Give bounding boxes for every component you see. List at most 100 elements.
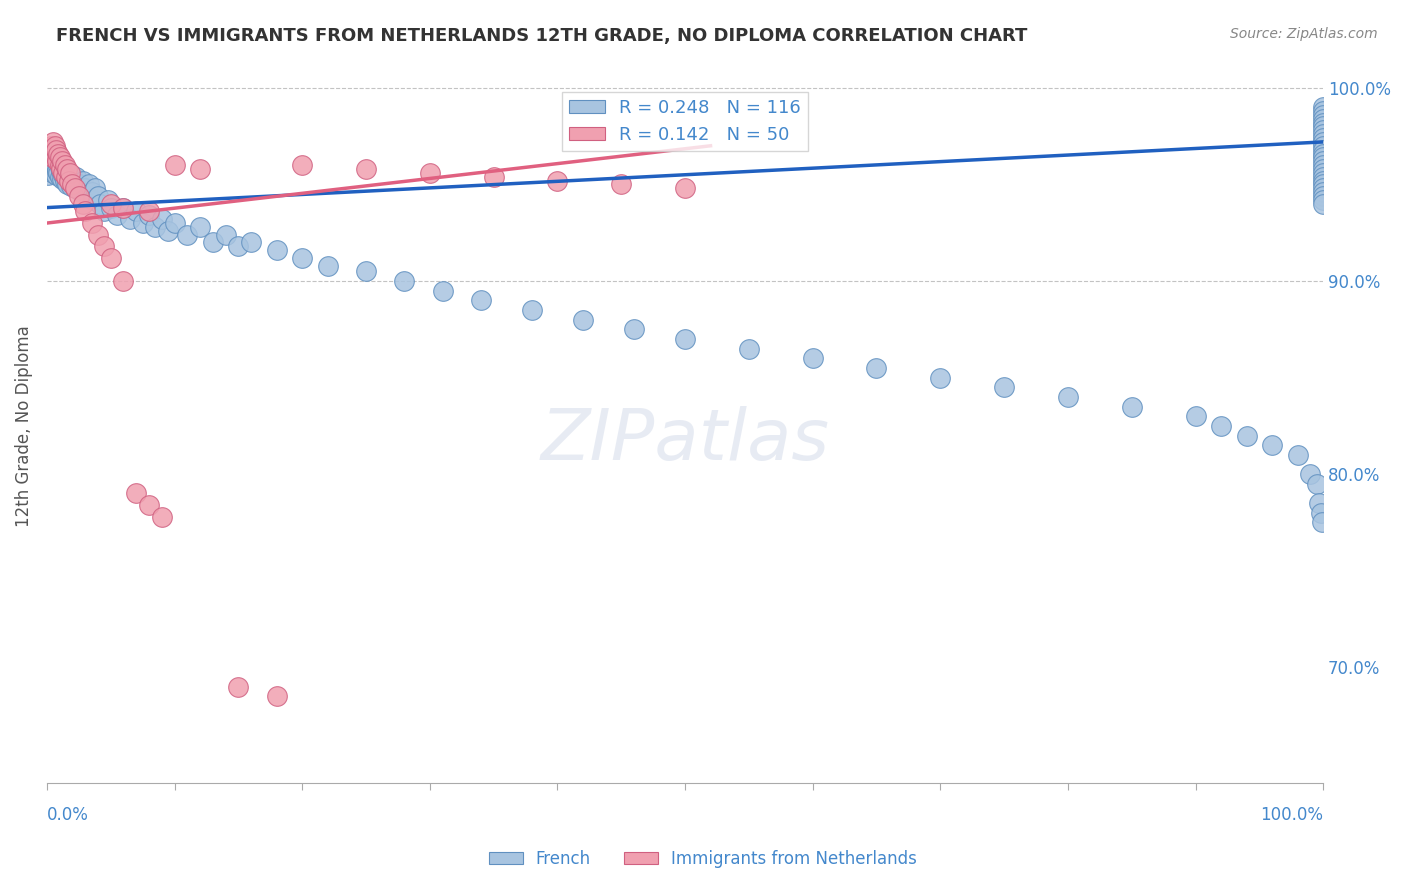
Point: [59, 166, 82, 180]
Point: [38, 143, 60, 157]
Point: [49, 164, 72, 178]
Point: [1312, 135, 1334, 149]
Point: [77, 178, 100, 192]
Point: [228, 239, 250, 253]
Point: [1312, 150, 1334, 164]
Point: [42, 135, 65, 149]
Point: [1310, 516, 1333, 530]
Point: [51, 171, 73, 186]
Y-axis label: 12th Grade, No Diploma: 12th Grade, No Diploma: [15, 325, 32, 527]
Point: [87, 227, 110, 242]
Point: [316, 259, 339, 273]
Point: [100, 201, 122, 215]
Point: [62, 176, 84, 190]
Point: [266, 243, 288, 257]
Point: [55, 169, 77, 184]
Point: [1236, 428, 1258, 442]
Point: [138, 208, 160, 222]
Point: [39, 161, 62, 176]
Point: [228, 680, 250, 694]
Point: [45, 143, 67, 157]
Point: [394, 274, 416, 288]
Point: [572, 312, 595, 326]
Point: [138, 204, 160, 219]
Point: [470, 293, 492, 308]
Point: [46, 153, 69, 167]
Text: FRENCH VS IMMIGRANTS FROM NETHERLANDS 12TH GRADE, NO DIPLOMA CORRELATION CHART: FRENCH VS IMMIGRANTS FROM NETHERLANDS 12…: [56, 27, 1028, 45]
Point: [131, 216, 153, 230]
Point: [60, 179, 83, 194]
Point: [929, 370, 952, 384]
Point: [150, 212, 173, 227]
Point: [44, 150, 66, 164]
Point: [1312, 173, 1334, 187]
Point: [354, 264, 377, 278]
Point: [37, 148, 59, 162]
Text: Source: ZipAtlas.com: Source: ZipAtlas.com: [1230, 27, 1378, 41]
Point: [45, 150, 67, 164]
Point: [51, 158, 73, 172]
Point: [75, 204, 97, 219]
Point: [1312, 100, 1334, 114]
Point: [118, 212, 141, 227]
Point: [1312, 146, 1334, 161]
Point: [100, 196, 122, 211]
Point: [201, 235, 224, 250]
Point: [150, 509, 173, 524]
Point: [738, 342, 761, 356]
Point: [1312, 115, 1334, 129]
Point: [610, 178, 633, 192]
Point: [176, 227, 198, 242]
Point: [1312, 131, 1334, 145]
Point: [1209, 418, 1232, 433]
Point: [67, 189, 90, 203]
Point: [58, 166, 80, 180]
Point: [1312, 120, 1334, 134]
Point: [62, 178, 84, 192]
Point: [41, 153, 63, 167]
Point: [1121, 400, 1143, 414]
Point: [291, 158, 314, 172]
Point: [138, 498, 160, 512]
Point: [37, 168, 59, 182]
Point: [1312, 154, 1334, 169]
Point: [70, 185, 93, 199]
Point: [75, 181, 97, 195]
Point: [125, 204, 148, 219]
Point: [84, 181, 107, 195]
Point: [46, 164, 69, 178]
Point: [55, 169, 77, 184]
Legend: R = 0.248   N = 116, R = 0.142   N = 50: R = 0.248 N = 116, R = 0.142 N = 50: [561, 92, 808, 152]
Text: ZIPatlas: ZIPatlas: [540, 406, 830, 475]
Point: [39, 138, 62, 153]
Point: [865, 360, 887, 375]
Point: [1312, 169, 1334, 184]
Point: [291, 251, 314, 265]
Point: [41, 164, 63, 178]
Point: [1312, 127, 1334, 141]
Point: [97, 193, 120, 207]
Point: [1306, 476, 1329, 491]
Point: [1312, 108, 1334, 122]
Point: [1312, 123, 1334, 137]
Point: [1261, 438, 1284, 452]
Point: [48, 158, 70, 172]
Point: [673, 332, 696, 346]
Point: [112, 201, 135, 215]
Point: [45, 158, 67, 172]
Point: [1184, 409, 1206, 424]
Point: [72, 196, 94, 211]
Point: [42, 156, 65, 170]
Point: [58, 173, 80, 187]
Point: [59, 171, 82, 186]
Point: [673, 181, 696, 195]
Point: [1312, 166, 1334, 180]
Point: [546, 173, 568, 187]
Point: [48, 160, 70, 174]
Point: [1309, 506, 1331, 520]
Point: [993, 380, 1015, 394]
Point: [56, 178, 79, 192]
Point: [482, 169, 505, 184]
Point: [1312, 189, 1334, 203]
Point: [63, 181, 86, 195]
